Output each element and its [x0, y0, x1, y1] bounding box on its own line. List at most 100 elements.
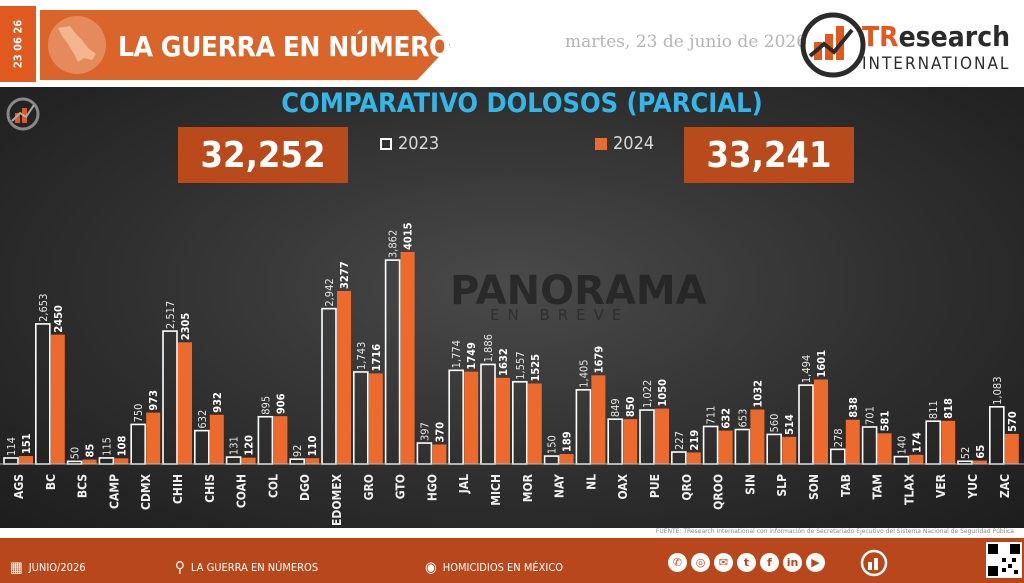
bar-2023-tlax [893, 455, 910, 465]
category-label-tab: TAB [839, 474, 853, 497]
category-label-edomex: EDOMEX [330, 473, 344, 526]
value-label-2023-gto: 3,862 [387, 230, 400, 258]
value-label-2024-slp: 514 [783, 414, 796, 435]
value-label-2023-slp: 560 [768, 414, 781, 433]
bar-2024-slp [782, 436, 797, 464]
category-label-camp: CAMP [107, 474, 121, 509]
logo-subtitle: INTERNATIONAL [862, 54, 1011, 74]
value-label-2023-hgo: 397 [418, 422, 431, 441]
category-label-qro: QRO [680, 474, 694, 501]
bar-2023-mor [511, 380, 528, 465]
value-label-2023-chis: 632 [196, 410, 209, 429]
value-label-2024-col: 906 [274, 393, 287, 414]
date-text: martes, 23 de junio de 2026 [565, 32, 808, 52]
bar-2023-cdmx [130, 423, 146, 465]
tresearch-logo-icon [800, 12, 866, 78]
value-label-2023-ver: 811 [927, 400, 940, 419]
value-label-2024-dgo: 110 [306, 435, 319, 456]
bar-2024-son [814, 379, 828, 464]
whatsapp-icon[interactable]: ✆ [668, 553, 687, 572]
value-label-2024-hgo: 370 [433, 422, 446, 443]
total-2024-box: 33,241 [684, 127, 854, 183]
value-label-2023-cdmx: 750 [132, 404, 145, 423]
value-label-2023-tab: 278 [832, 428, 845, 447]
value-label-2024-ags: 151 [20, 433, 33, 454]
category-label-gto: GTO [394, 474, 408, 499]
value-label-2023-bcs: 50 [69, 447, 82, 460]
value-label-2023-tam: 701 [864, 406, 877, 425]
date-strip: 23 06 26 [0, 6, 36, 82]
category-label-hgo: HGO [425, 474, 439, 501]
value-label-2023-coah: 131 [228, 436, 241, 455]
legend-label-2024: 2024 [613, 133, 655, 154]
category-label-coah: COAH [235, 474, 249, 508]
bar-2023-son [798, 384, 814, 465]
category-label-col: COL [266, 474, 280, 498]
bar-2023-oax [607, 418, 624, 465]
small-logo [6, 95, 136, 137]
category-label-ags: AGS [12, 474, 26, 499]
value-label-2023-mich: 1,886 [482, 334, 495, 362]
bar-2024-oax [623, 419, 638, 464]
bar-2023-zac [988, 406, 1005, 465]
bar-2024-camp [114, 458, 129, 464]
bar-2024-zac [1004, 433, 1019, 464]
bar-2024-mor [527, 383, 542, 464]
category-label-chis: CHIS [203, 474, 217, 503]
legend-2023: 2023 [380, 133, 439, 154]
source-text: FUENTE: TResearch International con info… [655, 528, 1014, 535]
footer-date-item: ▦ JUNIO/2026 [10, 558, 86, 576]
bar-2023-tam [861, 426, 878, 465]
bar-2023-chih [162, 330, 178, 465]
value-label-2023-gro: 1,743 [355, 342, 368, 370]
bar-2024-hgo [432, 444, 447, 464]
bar-2024-bc [50, 334, 65, 464]
bar-2024-yuc [973, 460, 987, 464]
linkedin-icon[interactable]: in [783, 553, 802, 572]
bar-2023-edomex [321, 307, 337, 465]
bar-2023-qroo [702, 425, 719, 465]
title-banner [40, 10, 450, 80]
category-label-slp: SLP [775, 474, 789, 497]
instagram-icon[interactable]: ◎ [691, 553, 710, 572]
bar-2024-ver [941, 420, 956, 464]
value-label-2024-pue: 1050 [656, 379, 669, 407]
category-label-bcs: BCS [76, 474, 90, 498]
footer-date-label: JUNIO/2026 [28, 560, 86, 574]
chat-icon: ◉ [425, 558, 437, 576]
youtube-icon[interactable]: ▶ [806, 553, 825, 572]
value-label-2024-nl: 1679 [592, 346, 605, 374]
value-label-2023-sin: 653 [736, 409, 749, 428]
bar-2024-ags [19, 456, 33, 464]
bar-2024-sin [750, 409, 765, 464]
value-label-2023-mor: 1,557 [514, 351, 527, 379]
bar-2023-nay [543, 455, 560, 465]
category-label-qroo: QROO [712, 474, 726, 510]
bar-2024-cdmx [146, 412, 161, 464]
small-logo-icon [6, 97, 40, 131]
bar-2023-mich [480, 363, 496, 465]
bar-2024-qroo [718, 430, 733, 464]
value-label-2024-qroo: 632 [720, 408, 733, 429]
total-2023-box: 32,252 [178, 127, 348, 183]
twitter-icon[interactable]: t [737, 553, 756, 572]
social-icons: ✆ ◎ ✉ t f in ▶ [668, 553, 825, 572]
footer-section-item: ⚲ LA GUERRA EN NÚMEROS [175, 558, 318, 576]
value-label-2023-bc: 2,653 [37, 294, 50, 322]
bar-2024-nl [591, 375, 606, 464]
value-label-2024-tlax: 174 [910, 432, 923, 453]
value-label-2023-pue: 1,022 [641, 380, 654, 408]
bar-2024-bcs [82, 459, 97, 464]
value-label-2024-bc: 2450 [52, 305, 65, 333]
legend-2024: 2024 [595, 133, 654, 154]
bar-2023-nl [575, 389, 592, 465]
category-label-pue: PUE [648, 474, 662, 498]
email-icon[interactable]: ✉ [714, 553, 733, 572]
facebook-icon[interactable]: f [760, 553, 779, 572]
value-label-2024-bcs: 85 [84, 444, 97, 458]
value-label-2023-yuc: 52 [959, 447, 972, 460]
value-label-2024-gro: 1716 [370, 344, 383, 372]
value-label-2023-ags: 114 [5, 437, 18, 456]
category-label-yuc: YUC [966, 474, 980, 500]
value-label-2024-zac: 570 [1006, 411, 1019, 432]
